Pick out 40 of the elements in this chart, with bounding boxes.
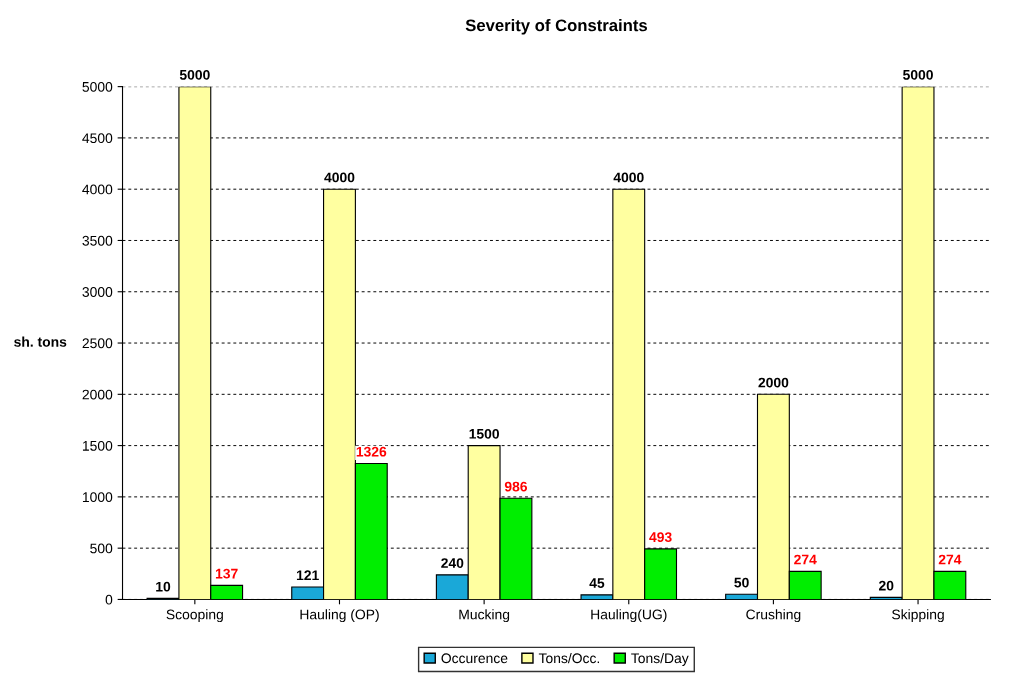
- y-tick-label: 500: [90, 543, 113, 554]
- x-tick-label: Scooping: [166, 609, 223, 623]
- y-tick-label: 1500: [82, 440, 113, 451]
- y-tick-label: 4000: [82, 184, 113, 195]
- data-label: 4000: [613, 172, 644, 183]
- data-label: 137: [215, 568, 238, 579]
- x-tick-label: Hauling(UG): [591, 609, 667, 623]
- x-tick-label: Hauling (OP): [300, 609, 379, 623]
- data-label: 10: [156, 581, 171, 592]
- data-label: 5000: [179, 69, 210, 80]
- data-label: 1326: [356, 446, 387, 457]
- data-label: 50: [734, 577, 749, 588]
- data-label: 45: [589, 578, 605, 588]
- y-tick-label: 5000: [82, 81, 113, 92]
- y-tick-label: 2500: [82, 338, 113, 349]
- data-label: 493: [649, 532, 672, 543]
- data-label: 4000: [324, 172, 355, 183]
- x-tick-label: Mucking: [459, 609, 510, 623]
- data-label: 240: [441, 558, 464, 568]
- data-label: 274: [794, 554, 817, 565]
- data-label: 1500: [469, 428, 500, 439]
- y-tick-label: 3500: [82, 235, 113, 246]
- x-tick-label: Skipping: [892, 609, 944, 623]
- data-label: 20: [878, 580, 894, 591]
- y-tick-label: 2000: [82, 389, 113, 400]
- data-label: 5000: [903, 69, 933, 80]
- data-label: 121: [296, 570, 319, 581]
- data-label: 2000: [758, 377, 789, 388]
- data-label: 986: [504, 481, 528, 492]
- y-tick-label: 4500: [82, 133, 113, 144]
- chart-title: Severity of Constraints: [465, 18, 647, 35]
- y-tick-label: 1000: [82, 492, 113, 503]
- y-axis-title: sh. tons: [14, 336, 67, 347]
- legend-label: Tons/Occ.: [538, 652, 600, 664]
- legend-label: Occurence: [441, 653, 508, 664]
- data-label: 274: [938, 554, 962, 565]
- y-tick-label: 3000: [82, 287, 113, 297]
- x-tick-label: Crushing: [746, 609, 801, 623]
- y-tick-label: 0: [105, 594, 113, 605]
- legend-label: Tons/Day: [631, 652, 689, 666]
